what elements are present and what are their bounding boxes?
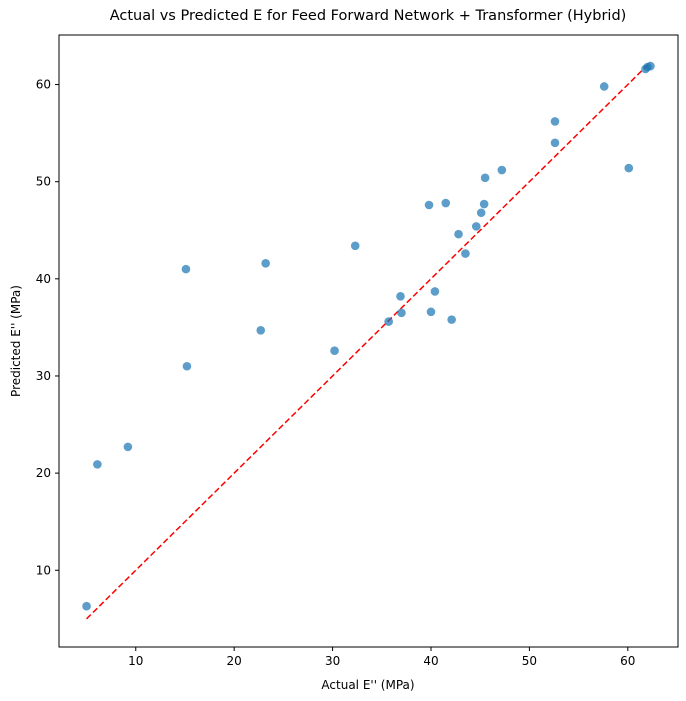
data-point [93,460,102,469]
data-point [471,222,481,231]
data-point [441,198,451,208]
data-point [261,258,270,268]
plot-frame [58,34,679,648]
ideal-fit-line [86,61,651,620]
data-point [181,264,191,274]
data-point [599,82,609,91]
x-tick-label: 20 [227,654,242,668]
x-tick-label: 60 [620,654,635,668]
x-tick-label: 50 [522,654,537,668]
data-point [624,163,634,173]
data-point [550,117,560,126]
data-point [397,308,406,318]
data-point [256,326,266,335]
data-point [182,361,192,371]
data-point [330,346,339,356]
y-tick-label: 60 [36,78,51,92]
data-point [480,173,490,183]
data-point [447,315,456,324]
x-tick-label: 40 [423,654,438,668]
data-point [424,200,434,210]
y-tick-label: 50 [36,175,51,189]
chart-title: Actual vs Predicted E for Feed Forward N… [110,8,627,24]
data-point [454,229,463,239]
y-tick-label: 40 [36,272,51,286]
data-point [396,292,405,301]
data-point [350,241,360,251]
data-point [461,249,470,258]
y-tick-label: 30 [36,369,51,383]
data-point [497,165,507,175]
data-point [430,287,440,296]
data-point [479,199,489,209]
x-tick-label: 10 [128,654,143,668]
data-point [476,208,486,218]
data-point [426,307,436,317]
x-axis-label: Actual E'' (MPa) [321,678,414,692]
x-tick-label: 30 [325,654,340,668]
y-tick-label: 20 [36,466,51,480]
data-point [384,317,393,326]
data-point [82,601,91,611]
y-tick-label: 10 [36,563,51,577]
data-point [123,442,133,452]
data-point [550,138,560,148]
y-axis-label: Predicted E'' (MPa) [9,285,23,397]
data-point [646,61,655,71]
